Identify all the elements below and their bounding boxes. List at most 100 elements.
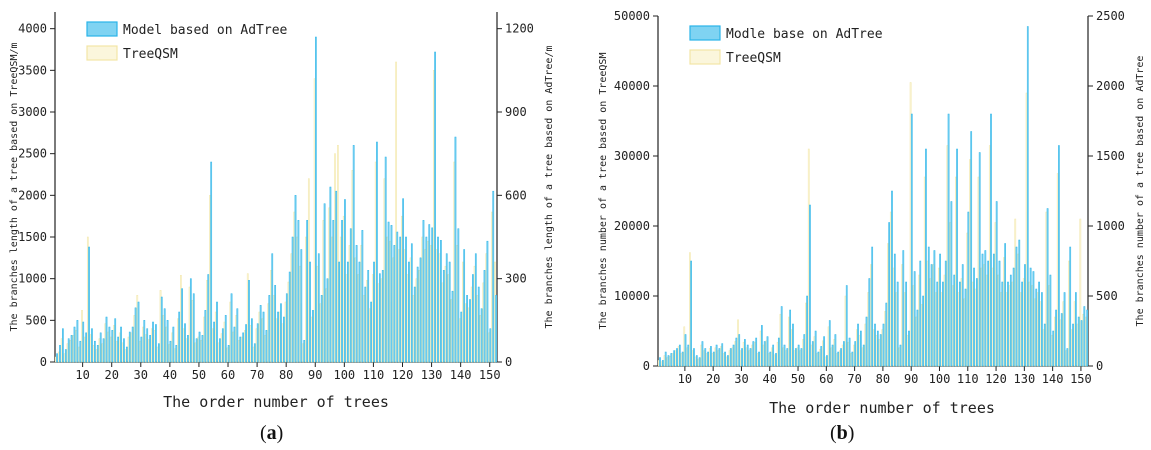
- bar-model: [125, 346, 128, 363]
- bar-model: [239, 336, 242, 363]
- bar-model: [860, 330, 862, 367]
- bar-model: [82, 321, 85, 363]
- y-tick-label-left: 2500: [18, 147, 47, 161]
- x-tick-label: 120: [985, 372, 1007, 386]
- y-axis-label-right: The branches length of a tree based on A…: [544, 46, 555, 329]
- bar-model: [775, 353, 777, 367]
- bar-model: [953, 274, 956, 367]
- bar-model: [837, 351, 840, 367]
- legend-label-model: Model based on AdTree: [123, 23, 288, 38]
- x-tick-label: 100: [929, 372, 951, 386]
- bar-model: [670, 353, 673, 367]
- bar-model: [978, 152, 981, 367]
- bar-model: [108, 326, 111, 363]
- bar-model: [189, 278, 192, 363]
- bar-model: [744, 339, 746, 367]
- bar-model: [59, 345, 61, 363]
- bar-model: [922, 295, 924, 367]
- y-tick-label-right: 300: [505, 272, 527, 286]
- x-tick-label: 50: [192, 368, 206, 382]
- bar-model: [925, 148, 927, 367]
- bar-model: [393, 245, 396, 363]
- bar-model: [210, 161, 213, 363]
- bar-model: [329, 186, 332, 363]
- bar-model: [306, 220, 308, 363]
- bar-model: [763, 341, 766, 367]
- bar-model: [454, 136, 457, 363]
- bar-model: [346, 261, 349, 363]
- bar-model: [1012, 267, 1015, 367]
- bar-model: [416, 266, 419, 363]
- bar-model: [315, 36, 317, 363]
- bar-model: [803, 334, 806, 367]
- bar-model: [195, 338, 198, 363]
- bar-model: [905, 281, 907, 367]
- bar-model: [1007, 281, 1009, 367]
- y-tick-label-left: 2000: [18, 188, 47, 202]
- bar-model: [676, 348, 678, 367]
- bar-model: [695, 355, 698, 367]
- bar-model: [288, 271, 291, 363]
- bar-model: [358, 261, 361, 363]
- bar-model: [970, 131, 973, 367]
- bar-model: [919, 260, 922, 367]
- bar-model: [845, 285, 848, 367]
- bar-model: [79, 340, 82, 363]
- y-tick-label-left: 0: [643, 359, 650, 373]
- bar-model: [198, 331, 201, 363]
- bar-model: [166, 320, 169, 363]
- bar-model: [724, 351, 726, 367]
- chart-b-svg: 0 10000 20000 30000 40000 50000 0 500 1000 1500 20…: [598, 9, 1146, 417]
- bar-model: [469, 299, 471, 363]
- bar-model: [693, 348, 695, 367]
- bar-model: [684, 334, 687, 367]
- bar-model: [431, 227, 434, 363]
- bar-model: [140, 336, 143, 363]
- bar-model: [741, 348, 743, 367]
- legend-label-treeqsm: TreeQSM: [123, 47, 178, 62]
- bar-model: [155, 324, 157, 363]
- bar-model: [492, 190, 495, 363]
- x-tick-label: 50: [791, 372, 805, 386]
- bar-model: [891, 190, 893, 367]
- bar-model: [251, 318, 253, 363]
- bar-model: [984, 250, 987, 367]
- bar-model: [396, 231, 399, 363]
- bar-model: [1046, 208, 1049, 367]
- bar-model: [1009, 274, 1012, 367]
- bar-model: [364, 286, 367, 363]
- bar-model: [995, 201, 998, 367]
- bar-model: [294, 195, 297, 363]
- bar-model: [178, 311, 181, 363]
- y-axis-label-left: The branches length of a tree based on T…: [9, 43, 20, 332]
- y-tick-label-left: 0: [40, 355, 47, 369]
- bar-model: [1066, 348, 1069, 367]
- x-tick-label: 110: [957, 372, 979, 386]
- bar-model: [349, 228, 352, 363]
- bar-model: [76, 320, 79, 363]
- bar-model: [673, 350, 676, 367]
- bar-model: [687, 344, 690, 367]
- bar-model: [735, 337, 738, 367]
- bar-model: [755, 337, 758, 367]
- bar-model: [352, 145, 355, 363]
- bar-model: [927, 246, 930, 367]
- bar-model: [792, 323, 794, 367]
- bar-model: [1015, 246, 1018, 367]
- chart-b-labels: 0 10000 20000 30000 40000 50000 0 500 1000 1500 20…: [598, 9, 1146, 417]
- bar-model: [91, 328, 93, 363]
- y-tick-label-left: 50000: [614, 9, 650, 23]
- bar-model: [67, 338, 70, 363]
- bar-model: [271, 253, 274, 363]
- y-tick-label-right: 600: [505, 188, 527, 202]
- bar-model: [1029, 267, 1032, 367]
- bar-model: [939, 253, 941, 367]
- bar-model: [169, 340, 172, 363]
- bar-model: [862, 344, 865, 367]
- x-tick-label: 140: [1042, 372, 1064, 386]
- bar-model: [1058, 145, 1060, 367]
- bar-model: [1043, 323, 1046, 367]
- chart-panel-b: 0 10000 20000 30000 40000 50000 0 500 1000 1500 20…: [580, 0, 1151, 450]
- y-tick-label-right: 2000: [1096, 79, 1125, 93]
- bar-model: [976, 278, 978, 367]
